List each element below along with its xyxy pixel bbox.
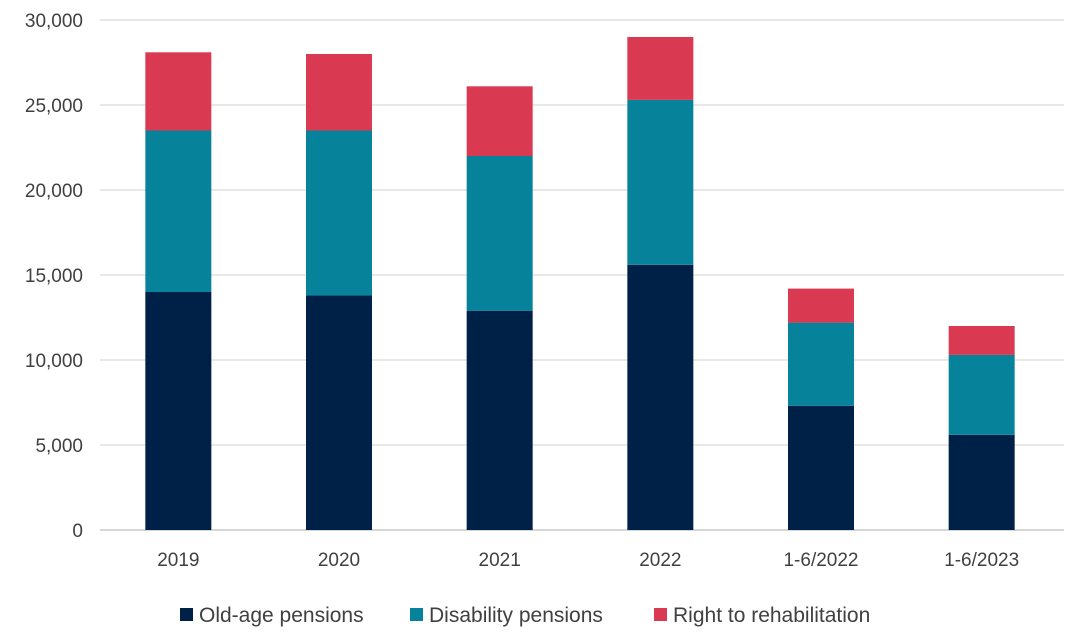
x-tick-label: 2022 [639,550,681,571]
legend-swatch [410,608,423,621]
x-axis-ticks: 2019 2020 2021 2022 1-6/2022 1-6/2023 [157,550,1019,571]
bar-segment [145,130,212,292]
bar-segment [145,52,212,131]
bar-segment [948,326,1015,355]
bars [145,37,1015,530]
x-tick-label: 2019 [157,550,199,571]
bar-segment [627,37,694,100]
legend-label: Disability pensions [429,604,603,627]
bar-segment [466,156,533,311]
legend-label: Right to rehabilitation [673,604,870,627]
bar-segment [306,130,372,296]
bar-segment [788,288,854,323]
bar-segment [306,295,372,530]
legend-swatch [654,608,667,621]
y-tick-label: 15,000 [25,266,83,287]
bar-segment [948,354,1015,435]
bar-segment [466,86,533,156]
legend-swatch [180,608,193,621]
y-tick-label: 5,000 [35,436,83,457]
x-tick-label: 1-6/2023 [944,550,1019,571]
bar-segment [948,434,1015,530]
bar-segment [627,264,694,530]
y-tick-label: 20,000 [25,181,83,202]
bar-segment [788,405,854,530]
x-tick-label: 2020 [318,550,360,571]
x-tick-label: 1-6/2022 [783,550,858,571]
bar-segment [627,99,694,265]
bar-segment [306,54,372,131]
y-tick-label: 0 [72,521,83,542]
legend-label: Old-age pensions [199,604,364,627]
bar-segment [145,292,212,530]
x-tick-label: 2021 [479,550,521,571]
y-tick-label: 10,000 [25,351,83,372]
gridlines [100,19,1064,531]
legend: Old-age pensions Disability pensions Right… [180,604,870,627]
bar-segment [466,310,533,530]
y-axis-ticks: 0 5,000 10,000 15,000 20,000 25,000 30,000 [25,11,83,542]
bar-segment [788,322,854,406]
y-tick-label: 30,000 [25,11,83,32]
y-tick-label: 25,000 [25,96,83,117]
